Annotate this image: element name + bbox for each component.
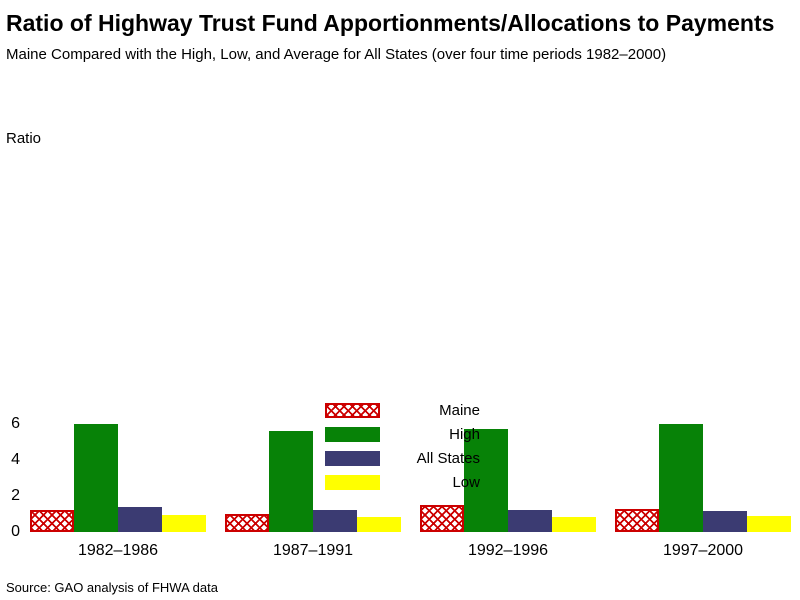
legend-swatch-maine [325,402,380,418]
bar-high [464,429,508,532]
bar-low [162,515,206,532]
bar-maine [225,514,269,532]
bar-high [659,424,703,532]
legend-swatch-high [325,426,380,442]
y-tick-label: 2 [11,487,20,504]
bar-low [357,517,401,532]
bar-group: 1997–2000 [615,210,791,559]
legend-label-high: High [449,425,480,443]
legend-item-maine: Maine [325,398,480,422]
bar-high [74,424,118,532]
y-tick-label: 6 [11,415,20,432]
y-tick-label: 0 [11,523,20,540]
y-tick-label: 4 [11,451,20,468]
y-axis-title: Ratio [6,130,42,147]
legend-label-low: Low [452,473,480,491]
bar-low [552,517,596,532]
bar-all-states [703,511,747,532]
legend-swatch-all-states [325,450,380,466]
chart-title: Ratio of Highway Trust Fund Apportionmen… [6,10,775,36]
bar-maine [420,505,464,532]
bar-all-states [508,510,552,532]
category-label: 1992–1996 [467,542,549,559]
bar-all-states [118,507,162,532]
legend-label-all-states: All States [416,449,480,467]
chart-subtitle: Maine Compared with the High, Low, and A… [6,46,667,63]
legend-item-high: High [325,422,480,446]
bar-group: 1987–1991 [225,210,401,559]
legend-item-all-states: All States [325,446,480,470]
bar-low [747,516,791,532]
legend-item-low: Low [325,470,480,494]
bar-maine [30,510,74,532]
y-axis: 0 2 4 6 [0,210,24,540]
category-label: 1997–2000 [662,542,744,559]
legend-label-maine: Maine [439,401,480,419]
bar-group: 1982–1986 [30,210,206,559]
category-label: 1987–1991 [272,542,354,559]
category-label: 1982–1986 [77,542,159,559]
bar-high [269,431,313,532]
bar-group: 1992–1996 [420,210,596,559]
source-note: Source: GAO analysis of FHWA data [6,580,218,595]
bar-all-states [313,510,357,532]
legend-swatch-low [325,474,380,490]
plot-area: 1982–1986 1987–1991 1992–1996 1997–2000 [30,210,796,559]
legend: Maine High All States Low [325,398,480,494]
bar-maine [615,509,659,532]
